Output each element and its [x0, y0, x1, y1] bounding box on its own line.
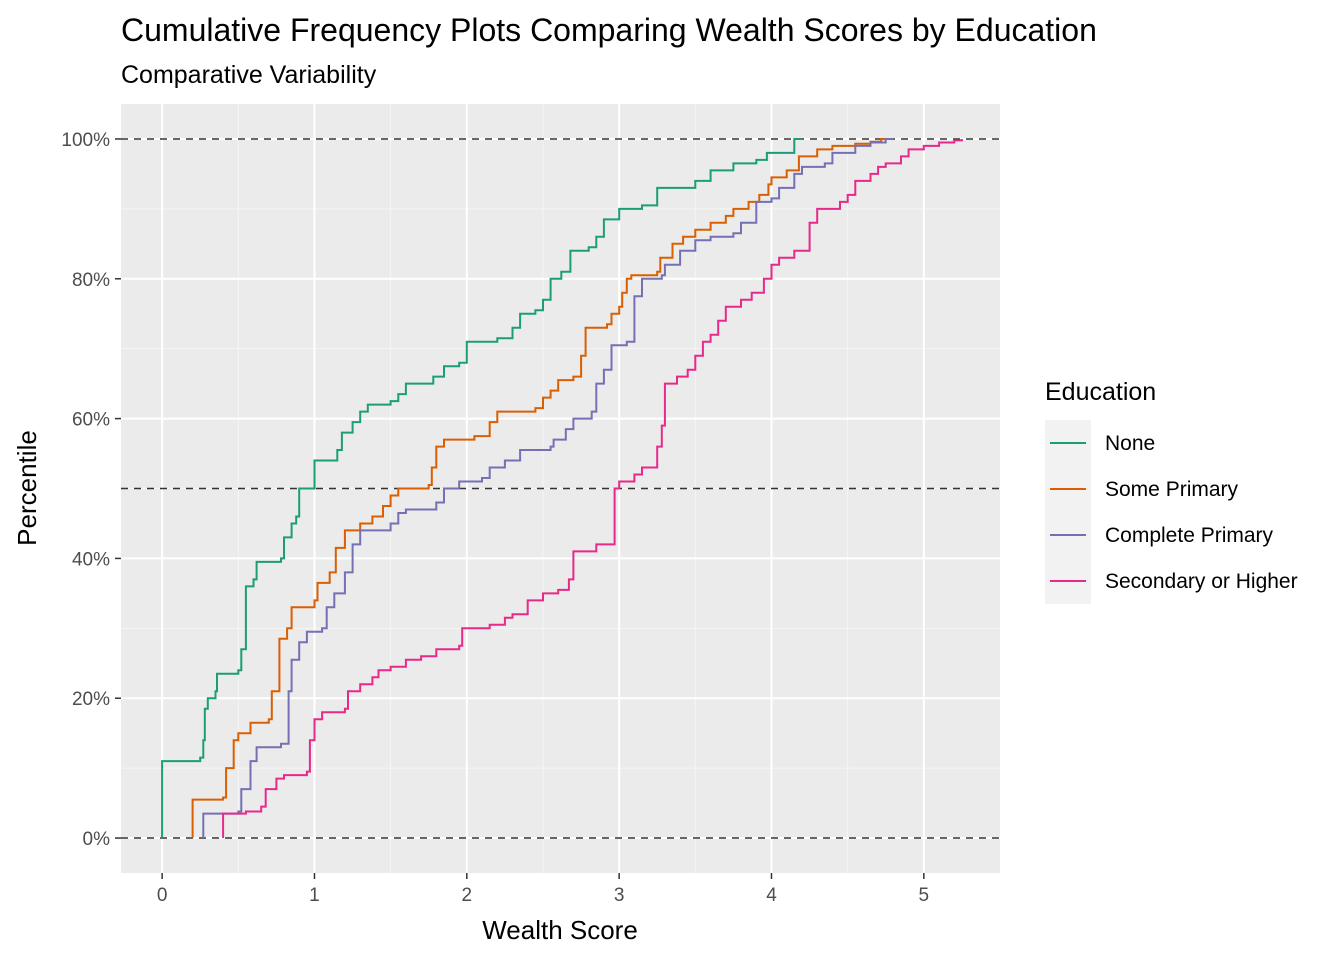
legend-label: Some Primary — [1105, 478, 1239, 501]
series-line — [222, 139, 963, 838]
x-tick-label: 3 — [614, 885, 625, 906]
series-line — [161, 138, 802, 838]
x-axis-title: Wealth Score — [482, 915, 638, 945]
y-axis-ticks: 0% 20% 40% 60% 80% 100% — [61, 130, 121, 850]
legend-label: Complete Primary — [1105, 524, 1274, 547]
y-tick-label: 100% — [61, 130, 110, 151]
reference-lines — [121, 138, 1000, 839]
y-tick-label: 40% — [72, 549, 110, 570]
y-tick-label: 20% — [72, 689, 110, 710]
legend-label: Secondary or Higher — [1105, 570, 1298, 593]
x-tick-label: 0 — [157, 885, 168, 906]
x-tick-label: 5 — [919, 885, 930, 906]
y-tick-label: 80% — [72, 270, 110, 291]
y-axis-title: Percentile — [12, 430, 42, 546]
y-tick-label: 60% — [72, 410, 110, 431]
x-tick-label: 4 — [766, 885, 777, 906]
legend: Education None Some Primary Complete Prima… — [1045, 378, 1298, 604]
legend-label: None — [1105, 432, 1155, 455]
series-lines — [161, 138, 963, 838]
x-tick-label: 2 — [462, 885, 473, 906]
legend-title: Education — [1045, 378, 1156, 406]
x-tick-label: 1 — [309, 885, 320, 906]
series-line — [202, 138, 894, 838]
y-tick-label: 0% — [83, 829, 111, 850]
chart-subtitle: Comparative Variability — [121, 61, 377, 89]
chart-title: Cumulative Frequency Plots Comparing Wea… — [121, 12, 1097, 48]
x-axis-ticks: 0 1 2 3 4 5 — [157, 873, 929, 906]
